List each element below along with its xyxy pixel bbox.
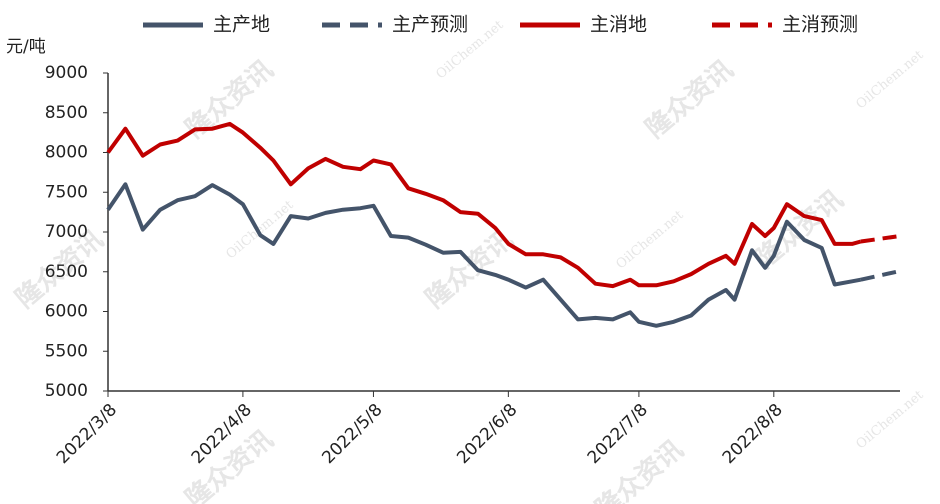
y-tick-label: 6500: [45, 262, 88, 282]
x-tick-label: 2022/5/8: [318, 400, 386, 468]
series-line: [106, 121, 862, 289]
y-tick-label: 6000: [45, 302, 88, 322]
x-tick-label: 2022/8/8: [719, 400, 787, 468]
y-tick-label: 7500: [45, 182, 88, 202]
legend-label: 主产地: [213, 14, 270, 36]
y-tick-label: 5500: [45, 341, 88, 361]
legend-label: 主产预测: [392, 14, 468, 36]
legend-label: 主消地: [590, 14, 647, 36]
y-tick-label: 8500: [45, 103, 88, 123]
y-tick-label: 7000: [45, 222, 88, 242]
y-axis-label: 元/吨: [6, 37, 46, 57]
y-tick-label: 5000: [45, 381, 88, 401]
series-line: [860, 269, 901, 282]
legend-label: 主消预测: [782, 14, 858, 36]
watermark: 隆众资讯: [750, 185, 849, 275]
watermark: OilChem.net: [613, 207, 687, 272]
watermark: OilChem.net: [853, 387, 927, 452]
series-line: [106, 182, 862, 328]
series-line: [860, 234, 901, 244]
watermark: OilChem.net: [223, 197, 297, 262]
y-tick-label: 8000: [45, 143, 88, 163]
watermark: 隆众资讯: [640, 55, 739, 145]
x-tick-label: 2022/3/8: [53, 400, 121, 468]
x-tick-label: 2022/6/8: [453, 400, 521, 468]
watermark: OilChem.net: [853, 47, 927, 112]
y-tick-label: 9000: [45, 63, 88, 83]
